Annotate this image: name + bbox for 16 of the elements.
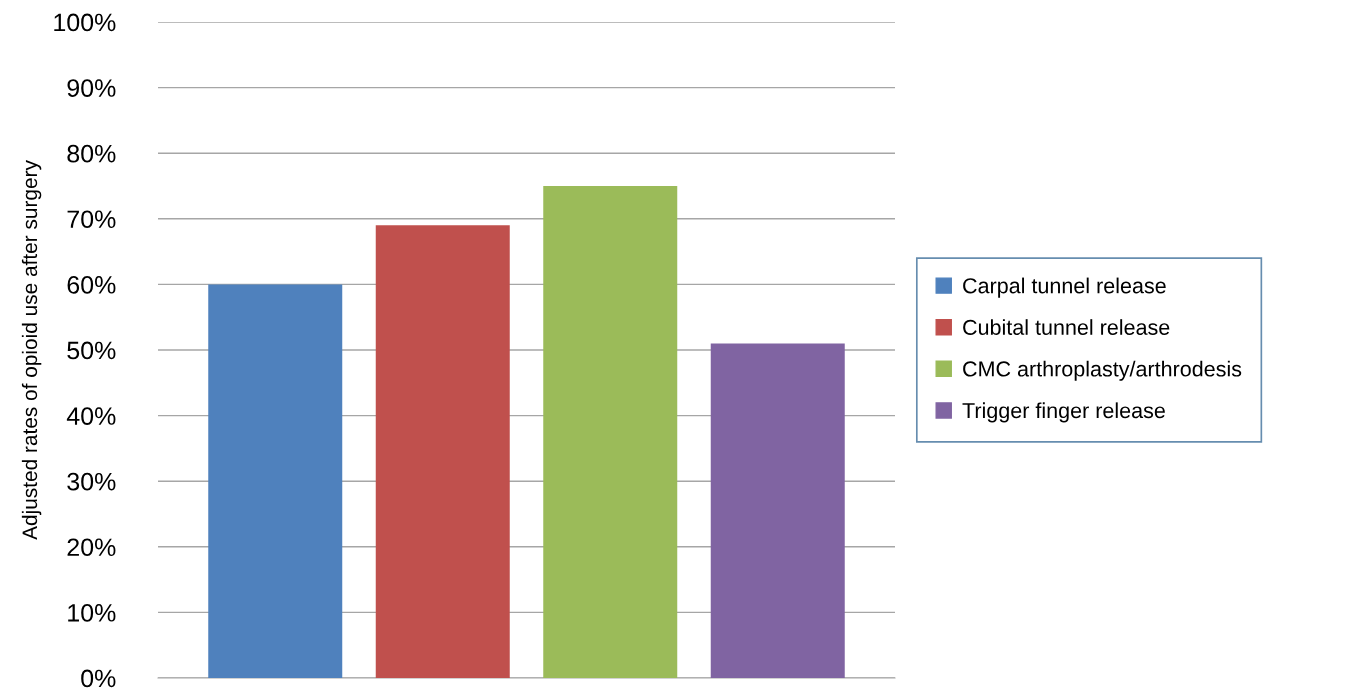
legend-label: Trigger finger release: [962, 402, 1165, 423]
y-tick-label: 70%: [67, 210, 116, 229]
y-tick-label: 50%: [67, 341, 116, 360]
y-tick-label: 100%: [54, 13, 116, 32]
y-tick-label: 20%: [67, 538, 116, 557]
legend-label: Carpal tunnel release: [963, 277, 1166, 298]
y-tick-label: 60%: [67, 276, 116, 294]
y-tick-label: 80%: [67, 144, 116, 163]
legend-label: CMC arthroplasty/arthrodesis: [963, 360, 1242, 381]
y-tick-label: 40%: [66, 407, 116, 425]
y-tick-label: 0%: [81, 669, 116, 688]
y-tick-label: 90%: [67, 79, 116, 97]
legend-label: Cubital tunnel release: [963, 319, 1170, 335]
y-tick-label: 10%: [68, 604, 116, 622]
y-tick-label: 30%: [67, 472, 116, 491]
y-axis-title: Adjusted rates of opioid use after surgery: [21, 160, 42, 540]
